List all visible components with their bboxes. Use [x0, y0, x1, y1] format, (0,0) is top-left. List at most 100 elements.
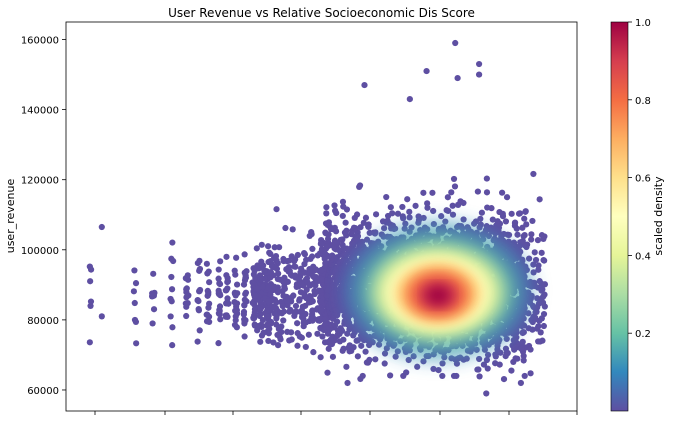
scatter-point — [521, 215, 528, 222]
scatter-point — [519, 224, 526, 231]
scatter-point — [344, 330, 351, 337]
scatter-point — [205, 304, 212, 311]
scatter-point — [474, 188, 481, 195]
scatter-point — [269, 303, 276, 310]
scatter-point — [352, 234, 359, 241]
scatter-point — [318, 306, 325, 314]
scatter-point — [280, 278, 287, 285]
scatter-point — [519, 338, 526, 345]
scatter-point — [296, 333, 303, 340]
scatter-point — [455, 201, 462, 208]
scatter-point — [496, 361, 503, 368]
scatter-point — [513, 225, 520, 232]
scatter-point — [358, 342, 365, 349]
scatter-point — [343, 206, 351, 213]
scatter-point — [405, 356, 412, 364]
scatter-point — [265, 337, 272, 345]
scatter-point — [478, 209, 485, 216]
scatter-point — [532, 309, 539, 316]
scatter-point — [274, 289, 282, 296]
scatter-point — [292, 302, 300, 310]
scatter-point — [400, 215, 407, 222]
scatter-point — [296, 296, 303, 303]
scatter-point — [282, 224, 289, 232]
scatter-point — [273, 321, 280, 328]
scatter-point — [379, 218, 387, 225]
scatter-point — [338, 304, 345, 311]
scatter-point — [525, 342, 533, 350]
scatter-point — [254, 262, 261, 269]
scatter-point — [451, 183, 459, 190]
scatter-point — [372, 356, 379, 363]
scatter-point — [169, 324, 176, 331]
colorbar: 0.2 0.4 0.6 0.8 1.0 scaled density — [610, 18, 665, 412]
y-tick-label: 100000 — [21, 246, 59, 257]
scatter-point — [412, 202, 419, 209]
scatter-point — [414, 363, 421, 370]
scatter-point — [494, 218, 501, 225]
scatter-point — [528, 236, 535, 243]
scatter-point — [215, 310, 222, 317]
scatter-point — [257, 276, 265, 283]
scatter-point — [265, 243, 272, 250]
scatter-point — [168, 298, 175, 305]
scatter-point — [444, 194, 451, 201]
scatter-point — [240, 281, 248, 288]
scatter-point — [420, 214, 427, 222]
scatter-point — [251, 309, 258, 316]
scatter-point — [234, 281, 241, 288]
scatter-point — [429, 189, 436, 196]
y-axis: 60000 80000 100000 120000 140000 160000 — [21, 36, 66, 397]
scatter-point — [323, 292, 331, 299]
scatter-point — [183, 312, 190, 320]
scatter-point — [535, 262, 542, 269]
scatter-point — [265, 284, 272, 291]
scatter-point — [87, 302, 94, 310]
scatter-point — [339, 198, 347, 205]
scatter-point — [291, 309, 298, 316]
scatter-point — [297, 289, 305, 296]
scatter-point — [196, 267, 203, 274]
y-tick-label: 60000 — [27, 386, 59, 397]
scatter-point — [500, 230, 507, 238]
scatter-point — [319, 333, 326, 340]
scatter-point — [339, 257, 346, 264]
colorbar-tick-label: 0.6 — [635, 174, 651, 185]
scatter-point — [406, 208, 413, 215]
scatter-point — [149, 320, 156, 327]
scatter-point — [322, 230, 329, 237]
density-layer — [425, 285, 451, 306]
scatter-point — [483, 175, 490, 182]
scatter-point — [132, 280, 140, 287]
scatter-point — [371, 230, 379, 237]
scatter-point — [131, 267, 138, 274]
scatter-point — [86, 339, 93, 346]
scatter-point — [280, 308, 288, 315]
scatter-point — [301, 269, 308, 276]
scatter-point — [242, 274, 250, 281]
scatter-point — [217, 258, 224, 265]
x-axis — [94, 411, 578, 415]
scatter-point — [321, 316, 329, 323]
scatter-point — [324, 242, 331, 250]
scatter-point — [365, 221, 372, 228]
scatter-point — [435, 367, 442, 374]
scatter-point — [341, 229, 349, 236]
scatter-point — [222, 287, 229, 294]
colorbar-tick-label: 1.0 — [635, 18, 651, 29]
scatter-point — [232, 292, 239, 299]
scatter-point — [321, 300, 328, 307]
scatter-point — [471, 220, 478, 227]
scatter-point — [131, 316, 139, 324]
scatter-point — [476, 355, 483, 363]
scatter-point — [274, 342, 282, 349]
scatter-point — [309, 273, 317, 280]
outlier-point — [406, 95, 413, 103]
scatter-point — [538, 249, 545, 256]
scatter-point — [476, 373, 483, 380]
scatter-point — [360, 219, 367, 226]
scatter-point — [521, 372, 528, 380]
scatter-point — [331, 202, 338, 209]
scatter-point — [489, 216, 496, 223]
